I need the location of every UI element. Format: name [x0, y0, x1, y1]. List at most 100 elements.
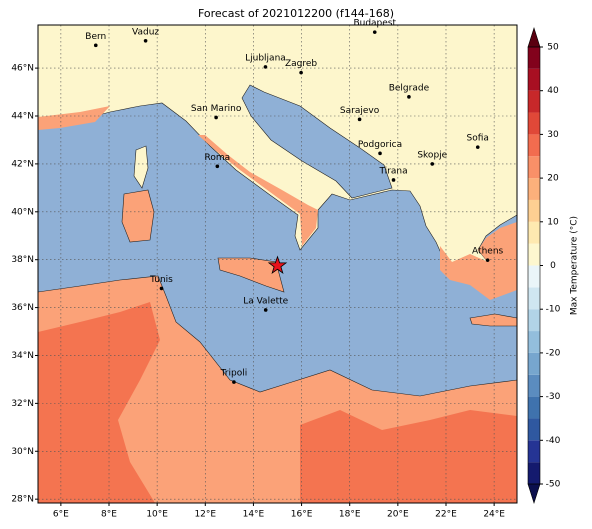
city-label: Belgrade [389, 83, 430, 93]
colorbar-band [528, 243, 540, 266]
colorbar-band [528, 68, 540, 91]
city-dot [372, 30, 377, 34]
city-label: Bern [85, 32, 106, 42]
colorbar-band [528, 221, 540, 244]
city-dot [93, 43, 98, 48]
sardinia [121, 189, 155, 243]
colorbar-band [528, 90, 540, 113]
x-tick-label: 8°E [101, 510, 117, 520]
y-tick-label: 40°N [11, 207, 34, 217]
y-tick-label: 46°N [11, 64, 34, 74]
colorbar-extend [527, 27, 541, 48]
land-warm [440, 222, 517, 300]
colorbar-band [528, 156, 540, 179]
city-dot [485, 258, 490, 262]
colorbar-tick-label: 40 [547, 86, 559, 96]
city-label: Sofia [467, 134, 489, 144]
colorbar-band [528, 352, 540, 375]
colorbar-tick-label: -10 [546, 305, 561, 315]
y-tick-label: 38°N [11, 255, 34, 265]
colorbar-band [528, 287, 540, 310]
city-dot [214, 115, 218, 120]
city-label: La Valette [243, 296, 288, 306]
land-warm [38, 106, 110, 130]
colorbar-band [528, 462, 540, 484]
y-tick-label: 42°N [11, 159, 34, 169]
city-label: Tirana [378, 166, 407, 176]
map-area [38, 25, 517, 503]
x-tick-label: 10°E [146, 510, 168, 520]
x-tick-label: 20°E [387, 510, 409, 520]
x-tick-label: 22°E [435, 510, 457, 520]
colorbar-band [528, 396, 540, 419]
city-label: Sarajevo [340, 106, 380, 116]
x-tick-label: 18°E [339, 510, 361, 520]
y-tick-label: 32°N [11, 399, 34, 409]
city-label: Budapest [353, 19, 396, 29]
colorbar-tick-label: -30 [546, 392, 561, 402]
x-tick-label: 16°E [291, 510, 313, 520]
city-label: Ljubljana [245, 53, 286, 63]
colorbar-band [528, 199, 540, 222]
city-label: Vaduz [132, 27, 159, 37]
x-tick-label: 24°E [483, 510, 505, 520]
map-frame [37, 24, 518, 504]
colorbar-band [528, 309, 540, 332]
colorbar-band [528, 265, 540, 288]
colorbar-tick-label: 0 [550, 261, 556, 271]
y-tick-label: 28°N [11, 495, 34, 505]
city-dot [407, 95, 411, 99]
city-dot [357, 117, 362, 122]
city-label: San Marino [191, 104, 242, 114]
land-hot [38, 302, 160, 503]
land-hot [300, 410, 517, 503]
sicily [217, 257, 285, 293]
y-tick-label: 36°N [11, 303, 34, 313]
colorbar-extend [527, 483, 541, 504]
city-dot [475, 145, 480, 149]
city-dot [263, 65, 268, 69]
y-tick-label: 34°N [11, 351, 34, 361]
city-dot [215, 164, 220, 169]
adriatic-sea [241, 84, 393, 199]
x-tick-label: 14°E [243, 510, 265, 520]
city-label: Tunis [149, 275, 173, 285]
colorbar: -50 -40 -30 -20 -10 0 10 20 30 40 50 Max Temperatur… [527, 27, 580, 504]
crete [469, 313, 517, 327]
city-dot [143, 39, 148, 43]
city-dot [232, 380, 236, 384]
corsica [133, 145, 149, 189]
colorbar-band [528, 418, 540, 441]
land-warm [198, 135, 318, 246]
colorbar-band [528, 440, 540, 463]
land-europe [38, 25, 517, 276]
colorbar-tick-label: 10 [547, 217, 559, 227]
colorbar-band [528, 178, 540, 200]
city-label: Athens [472, 247, 503, 257]
city-dot [263, 308, 268, 312]
city-dot [430, 162, 435, 166]
city-label: Roma [205, 153, 231, 163]
colorbar-label: Max Temperature (°C) [570, 216, 580, 315]
colorbar-tick-label: 20 [547, 174, 559, 184]
city-label: Zagreb [285, 59, 317, 69]
city-dot [378, 151, 382, 156]
colorbar-tick-label: -20 [546, 348, 561, 358]
colorbar-band [528, 134, 540, 157]
colorbar-band [528, 374, 540, 397]
city-label: Tripoli [220, 369, 248, 379]
colorbar-tick-label: 30 [547, 130, 559, 140]
colorbar-band [528, 331, 540, 353]
city-dot [391, 178, 396, 182]
y-tick-label: 30°N [11, 447, 34, 457]
colorbar-band [528, 112, 540, 135]
colorbar-tick-label: -50 [546, 480, 561, 490]
city-dot [299, 70, 303, 75]
city-label: Podgorica [358, 140, 402, 150]
star-marker [267, 255, 288, 274]
colorbar-tick-label: 50 [547, 43, 559, 53]
x-tick-label: 12°E [194, 510, 216, 520]
